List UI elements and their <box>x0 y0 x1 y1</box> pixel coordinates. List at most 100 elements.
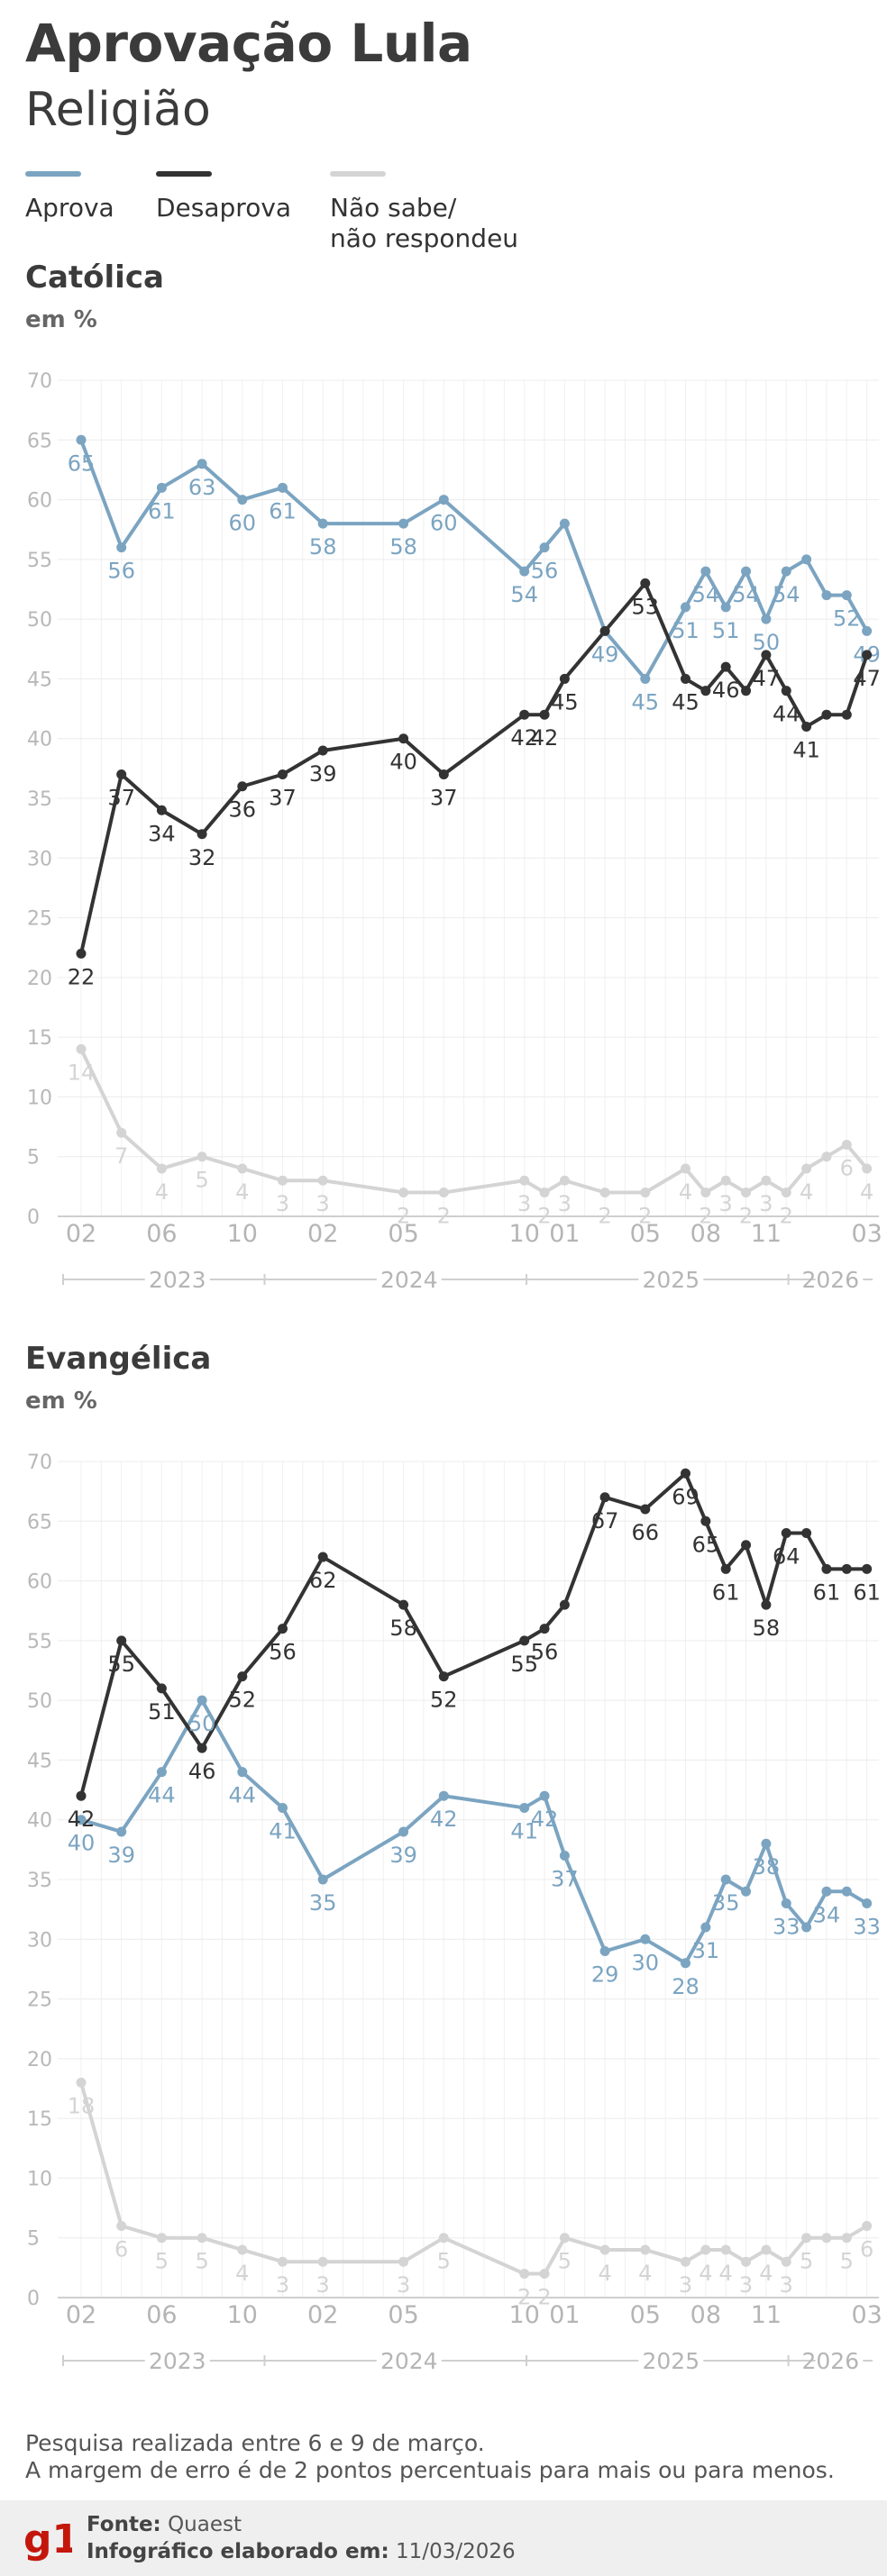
data-label: 47 <box>753 666 781 691</box>
x-tick-label: 10 <box>227 2301 258 2329</box>
data-point <box>278 1624 288 1634</box>
data-point <box>519 566 530 577</box>
data-label: 51 <box>148 1699 176 1725</box>
data-point <box>599 1492 610 1503</box>
data-label: 4 <box>235 2261 249 2286</box>
data-point <box>801 1922 812 1933</box>
y-tick-label: 45 <box>27 1750 52 1772</box>
data-point <box>519 1635 530 1646</box>
data-point <box>317 2256 328 2267</box>
data-point <box>559 673 570 684</box>
data-label: 4 <box>679 1179 692 1205</box>
data-point <box>76 1790 87 1801</box>
data-label: 55 <box>107 1652 135 1677</box>
data-point <box>519 1802 530 1813</box>
data-point <box>317 1552 328 1562</box>
y-tick-label: 50 <box>27 609 52 632</box>
data-label: 4 <box>719 2261 733 2286</box>
data-point <box>700 566 711 577</box>
x-tick-label: 05 <box>388 2301 418 2329</box>
data-label: 60 <box>430 511 458 536</box>
data-point <box>317 745 328 756</box>
data-label: 6 <box>840 1155 854 1180</box>
data-label: 45 <box>551 689 579 715</box>
data-label: 61 <box>813 1579 841 1605</box>
data-point <box>841 590 852 601</box>
data-label: 42 <box>510 725 538 751</box>
data-label: 6 <box>114 2236 128 2262</box>
data-point <box>519 709 530 720</box>
data-label: 37 <box>269 785 297 810</box>
data-label: 65 <box>68 451 96 476</box>
data-point <box>841 1563 852 1574</box>
data-point <box>640 673 651 684</box>
data-label: 69 <box>672 1484 700 1509</box>
data-point <box>116 1635 127 1646</box>
year-bracket: 2024 <box>263 2348 554 2374</box>
data-point <box>438 769 449 779</box>
legend: Aprova Desaprova Não sabe/ não respondeu <box>25 171 873 261</box>
data-label: 40 <box>389 750 417 775</box>
data-label: 3 <box>679 2272 692 2298</box>
data-label: 3 <box>517 1191 531 1216</box>
data-label: 56 <box>531 1640 559 1665</box>
y-tick-label: 5 <box>27 1147 40 1170</box>
data-point <box>681 2256 690 2267</box>
footer-source: Fonte: Quaest <box>87 2513 242 2536</box>
data-point <box>237 2244 248 2255</box>
data-label: 54 <box>732 582 760 607</box>
data-label: 66 <box>632 1520 660 1545</box>
y-tick-label: 5 <box>27 2228 40 2251</box>
data-point <box>539 1790 550 1801</box>
data-point <box>821 1886 832 1897</box>
data-point <box>700 1922 711 1933</box>
data-label: 44 <box>773 702 800 727</box>
data-label: 56 <box>531 559 559 584</box>
data-point <box>862 2220 873 2231</box>
legend-item-desaprova: Desaprova <box>156 171 291 223</box>
data-point <box>640 1187 651 1197</box>
data-label: 5 <box>195 1168 208 1193</box>
data-point <box>681 1958 690 1969</box>
data-point <box>700 1187 711 1197</box>
data-label: 33 <box>773 1915 800 1940</box>
data-label: 44 <box>229 1783 257 1808</box>
x-tick-label: 01 <box>549 2301 580 2329</box>
data-label: 2 <box>598 1203 611 1228</box>
data-label: 60 <box>229 511 257 536</box>
data-point <box>821 2233 832 2244</box>
chart-title-evangelica: Evangélica <box>25 1341 212 1377</box>
data-label: 3 <box>316 2272 330 2298</box>
data-point <box>862 625 873 636</box>
data-point <box>398 1599 409 1610</box>
series-line-2 <box>79 2081 868 2276</box>
y-tick-label: 0 <box>27 1206 40 1229</box>
data-point <box>76 434 87 445</box>
data-point <box>741 1187 752 1197</box>
data-point <box>237 1767 248 1778</box>
year-label: 2026 <box>801 2348 859 2374</box>
x-tick-label: 05 <box>630 1220 661 1248</box>
data-label: 31 <box>692 1938 720 1963</box>
data-label: 2 <box>780 1203 793 1228</box>
footer-source-value: Quaest <box>168 2513 242 2536</box>
data-point <box>519 2268 530 2279</box>
data-point <box>761 1599 772 1610</box>
data-point <box>438 2233 449 2244</box>
data-point <box>720 1563 731 1574</box>
data-point <box>278 482 288 493</box>
data-point <box>821 1563 832 1574</box>
data-point <box>438 495 449 505</box>
y-tick-label: 60 <box>27 1571 52 1594</box>
data-label: 4 <box>638 2261 652 2286</box>
x-tick-label: 02 <box>307 2301 338 2329</box>
data-label: 4 <box>759 2261 773 2286</box>
data-label: 4 <box>155 1179 169 1205</box>
data-point <box>741 2256 752 2267</box>
data-point <box>761 1838 772 1849</box>
data-label: 5 <box>155 2249 169 2274</box>
data-point <box>761 2244 772 2255</box>
legend-item-nao-sabe: Não sabe/ não respondeu <box>330 171 518 254</box>
y-tick-label: 70 <box>27 370 52 393</box>
